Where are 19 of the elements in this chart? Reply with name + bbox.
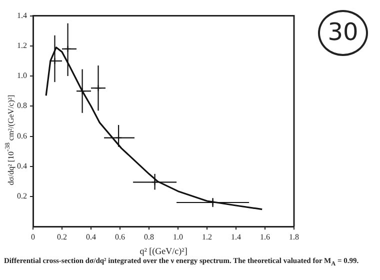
x-tick-label: 1.6	[260, 232, 270, 242]
y-tick-label: 1.2	[17, 41, 27, 50]
x-tick-label: 1.2	[202, 232, 212, 242]
text: 30	[328, 18, 358, 46]
x-tick-label: 0	[31, 232, 35, 242]
y-tick-label: 0.4	[17, 161, 27, 170]
x-tick-label: 0.4	[86, 232, 96, 242]
x-tick-label: 1.0	[173, 232, 183, 242]
x-tick-label: 0.2	[57, 232, 67, 242]
x-tick-label: 1.8	[289, 232, 299, 242]
y-tick-label: 0.8	[17, 101, 27, 110]
x-tick-label: 1.4	[231, 232, 241, 242]
x-tick-label: 0.8	[144, 232, 154, 242]
y-tick-label: 0.6	[17, 131, 27, 140]
x-axis-title: q² [(GeV/c)²]	[140, 246, 188, 256]
y-tick-label: 1.4	[17, 10, 27, 20]
x-tick-label: 0.6	[115, 232, 125, 242]
y-tick-label: 1.0	[17, 71, 27, 80]
y-tick-label: 0.2	[17, 192, 27, 201]
